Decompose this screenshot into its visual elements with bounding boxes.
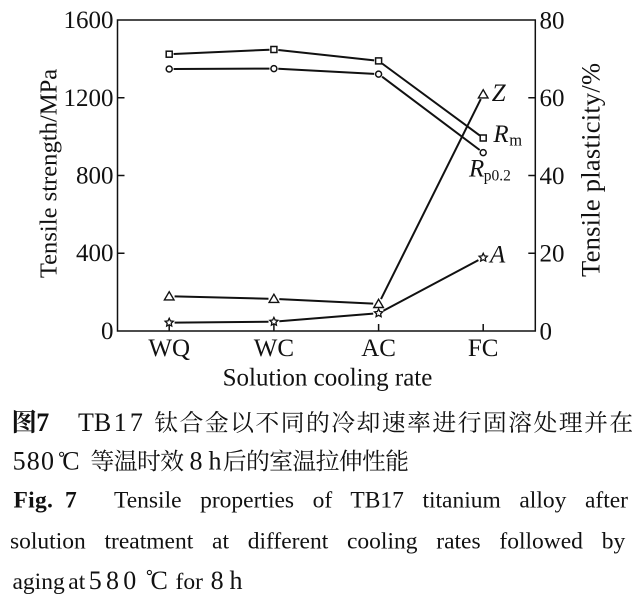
svg-text:580: 580 — [89, 566, 141, 595]
svg-text:60: 60 — [540, 85, 565, 112]
svg-text:R: R — [492, 121, 508, 148]
svg-text:aging at: aging at — [13, 569, 86, 595]
svg-text:AC: AC — [361, 335, 396, 362]
svg-text:7: 7 — [65, 488, 77, 514]
svg-text:17: 17 — [114, 408, 146, 437]
svg-text:for: for — [176, 569, 204, 595]
svg-text:m: m — [509, 131, 522, 150]
svg-text:580: 580 — [13, 447, 56, 476]
svg-text:C: C — [62, 447, 79, 476]
svg-text:800: 800 — [76, 163, 114, 190]
svg-text:400: 400 — [76, 240, 114, 267]
svg-text:Tensile properties of TB17 tit: Tensile properties of TB17 titanium allo… — [114, 488, 628, 514]
svg-text:C: C — [151, 566, 168, 595]
svg-text:FC: FC — [468, 335, 499, 362]
svg-text:40: 40 — [540, 163, 565, 190]
svg-text:8: 8 — [211, 566, 224, 595]
svg-text:0: 0 — [101, 318, 114, 345]
svg-text:Tensile strength/MPa: Tensile strength/MPa — [36, 69, 63, 278]
svg-text:WQ: WQ — [148, 335, 190, 362]
svg-text:Fig.: Fig. — [14, 488, 54, 514]
svg-text:0: 0 — [540, 318, 553, 345]
svg-text:p0.2: p0.2 — [484, 168, 511, 185]
svg-text:8: 8 — [190, 447, 203, 476]
svg-text:solution treatment at differen: solution treatment at different cooling … — [10, 529, 625, 555]
svg-text:7: 7 — [36, 408, 49, 437]
svg-text:1600: 1600 — [64, 7, 114, 34]
svg-text:20: 20 — [540, 241, 565, 268]
svg-text:h: h — [209, 447, 222, 476]
svg-text:80: 80 — [540, 7, 565, 34]
svg-text:1200: 1200 — [64, 85, 114, 112]
svg-text:h: h — [230, 566, 243, 595]
svg-text:WC: WC — [254, 335, 294, 362]
svg-text:Z: Z — [492, 80, 507, 107]
svg-text:Solution cooling rate: Solution cooling rate — [223, 365, 433, 392]
svg-text:A: A — [488, 241, 506, 268]
svg-text:TB: TB — [78, 408, 111, 437]
svg-text:Tensile plasticity/%: Tensile plasticity/% — [576, 63, 606, 277]
svg-text:R: R — [468, 155, 484, 182]
